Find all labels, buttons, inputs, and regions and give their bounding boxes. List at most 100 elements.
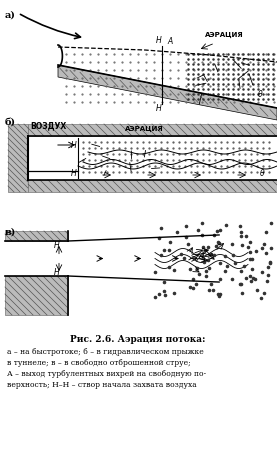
Point <box>239 280 243 288</box>
Point <box>153 268 157 276</box>
Point <box>206 257 211 264</box>
Point <box>172 266 176 274</box>
Point <box>265 278 269 285</box>
Point <box>171 289 176 297</box>
Point <box>202 259 206 266</box>
Point <box>162 246 167 254</box>
Point <box>266 263 270 271</box>
Point <box>207 265 211 272</box>
Point <box>240 241 245 249</box>
Point <box>212 232 217 239</box>
Point <box>153 293 158 300</box>
Point <box>159 224 163 231</box>
Bar <box>28 180 277 192</box>
Point <box>162 291 167 299</box>
Point <box>217 292 222 300</box>
Text: б): б) <box>5 118 16 127</box>
Text: в туннеле; в – в свободно отброшенной струе;: в туннеле; в – в свободно отброшенной ст… <box>7 359 191 367</box>
Point <box>207 286 212 294</box>
Point <box>250 266 254 273</box>
Point <box>225 263 229 270</box>
Point <box>223 252 227 259</box>
Point <box>197 270 201 278</box>
Point <box>217 291 222 298</box>
Point <box>224 222 228 229</box>
Point <box>204 272 209 280</box>
Point <box>230 241 234 248</box>
Point <box>166 246 171 253</box>
Point <box>184 222 189 230</box>
Point <box>201 243 205 251</box>
Point <box>231 251 235 259</box>
Point <box>218 226 223 234</box>
Point <box>175 228 179 235</box>
Point <box>251 275 255 282</box>
Bar <box>28 124 277 136</box>
Point <box>209 280 214 288</box>
Point <box>217 259 222 266</box>
Point <box>245 243 250 251</box>
Text: А: А <box>167 37 172 46</box>
Point <box>259 294 263 301</box>
Point <box>260 245 265 252</box>
Point <box>244 275 249 282</box>
Point <box>196 226 201 233</box>
Text: Н: Н <box>54 267 60 277</box>
Point <box>240 289 244 296</box>
Point <box>253 276 257 283</box>
Polygon shape <box>58 65 277 120</box>
Point <box>217 275 222 283</box>
Point <box>211 286 216 294</box>
Point <box>248 277 253 285</box>
Point <box>161 287 166 295</box>
Text: верхность; Н–Н – створ начала захвата воздуха: верхность; Н–Н – створ начала захвата во… <box>7 381 197 389</box>
Point <box>188 283 193 291</box>
Text: АЭРАЦИЯ: АЭРАЦИЯ <box>125 126 164 132</box>
Bar <box>5 231 68 241</box>
Point <box>190 285 195 292</box>
Text: H: H <box>156 104 162 113</box>
Text: Н: Н <box>71 168 77 178</box>
Point <box>215 290 220 298</box>
Point <box>244 232 248 240</box>
Point <box>195 264 199 272</box>
Point <box>255 286 260 294</box>
Text: Рис. 2.6. Аэрация потока:: Рис. 2.6. Аэрация потока: <box>70 335 206 344</box>
Point <box>179 250 183 258</box>
Text: θ: θ <box>260 169 265 178</box>
Point <box>199 231 204 239</box>
Point <box>206 244 211 251</box>
Point <box>238 228 243 236</box>
Point <box>247 239 252 246</box>
Point <box>268 219 273 227</box>
Bar <box>5 276 68 315</box>
Point <box>199 219 204 227</box>
Point <box>261 240 266 247</box>
Text: А – выход турбулентных вихрей на свободную по-: А – выход турбулентных вихрей на свободн… <box>7 370 206 378</box>
Point <box>229 276 234 283</box>
Point <box>190 276 195 283</box>
Point <box>250 255 254 262</box>
Point <box>194 280 199 288</box>
Point <box>265 271 270 279</box>
Point <box>159 252 164 259</box>
Point <box>248 249 252 256</box>
Point <box>248 255 252 263</box>
Point <box>212 251 217 259</box>
Point <box>261 289 266 297</box>
Text: Н: Н <box>71 140 77 150</box>
Point <box>209 251 213 258</box>
Point <box>202 246 207 254</box>
Point <box>263 228 268 235</box>
Point <box>217 239 221 246</box>
Point <box>239 233 244 240</box>
Text: Н: Н <box>54 240 60 250</box>
Point <box>183 233 188 240</box>
Text: а): а) <box>5 11 16 20</box>
Point <box>223 267 227 274</box>
Point <box>259 268 264 275</box>
Point <box>162 279 166 286</box>
Text: H: H <box>156 36 162 45</box>
Point <box>233 259 237 267</box>
Text: а – на быстротоке; б – в гидравлическом прыжке: а – на быстротоке; б – в гидравлическом … <box>7 348 204 356</box>
